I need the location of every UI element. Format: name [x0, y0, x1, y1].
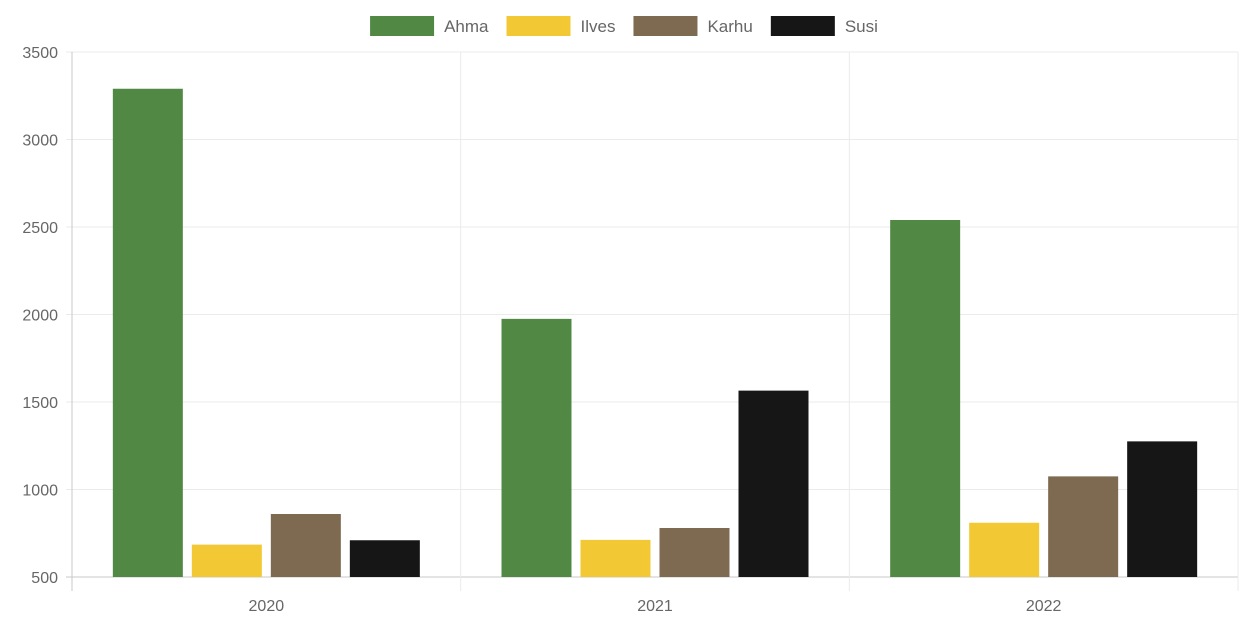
legend-item-ahma[interactable]: Ahma: [370, 16, 489, 36]
legend-item-ilves[interactable]: Ilves: [506, 16, 616, 36]
legend-label: Ilves: [581, 17, 616, 36]
bar-ahma-2021[interactable]: [501, 318, 572, 577]
bar-ilves-2020[interactable]: [191, 544, 262, 577]
bar-karhu-2021[interactable]: [659, 528, 730, 577]
bars: [112, 88, 1198, 577]
y-tick-label: 1500: [22, 395, 58, 412]
bar-susi-2022[interactable]: [1127, 441, 1198, 577]
x-tick-label: 2021: [637, 598, 673, 615]
bar-susi-2021[interactable]: [738, 390, 809, 577]
y-tick-label: 3500: [22, 45, 58, 62]
bar-karhu-2020[interactable]: [270, 514, 341, 577]
y-tick-label: 500: [31, 570, 58, 587]
legend: Ahma Ilves Karhu Susi: [370, 16, 878, 36]
y-tick-label: 1000: [22, 483, 58, 500]
y-tick-label: 2500: [22, 220, 58, 237]
x-tick-label: 2020: [249, 598, 285, 615]
bar-ahma-2022[interactable]: [890, 220, 961, 577]
legend-label: Susi: [845, 17, 878, 36]
legend-label: Karhu: [707, 17, 752, 36]
grid: [66, 51, 1239, 591]
legend-swatch: [506, 16, 571, 36]
bar-ahma-2020[interactable]: [112, 88, 183, 577]
y-axis-ticks: 500 1000 1500 2000 2500 3000 3500: [22, 45, 58, 587]
bar-ilves-2021[interactable]: [580, 539, 651, 577]
legend-item-susi[interactable]: Susi: [770, 16, 878, 36]
x-tick-label: 2022: [1026, 598, 1062, 615]
legend-item-karhu[interactable]: Karhu: [633, 16, 753, 36]
legend-swatch: [370, 16, 435, 36]
bar-karhu-2022[interactable]: [1048, 476, 1119, 577]
bar-ilves-2022[interactable]: [969, 522, 1040, 577]
bar-susi-2020[interactable]: [349, 540, 420, 577]
x-axis-ticks: 2020 2021 2022: [249, 598, 1062, 615]
legend-label: Ahma: [444, 17, 489, 36]
y-tick-label: 3000: [22, 133, 58, 150]
legend-swatch: [633, 16, 698, 36]
y-tick-label: 2000: [22, 308, 58, 325]
legend-swatch: [770, 16, 835, 36]
